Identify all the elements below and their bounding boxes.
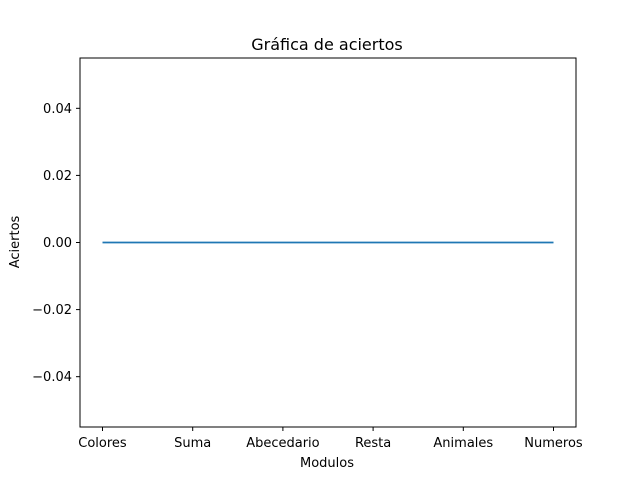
x-tick-label: Suma xyxy=(174,436,211,451)
x-tick-label: Resta xyxy=(355,436,391,451)
plot-area: −0.04 −0.02 0.00 0.02 0.04 Colores Suma Abeceda… xyxy=(32,57,583,451)
y-tick-label: 0.00 xyxy=(43,236,72,251)
y-tick-label: 0.02 xyxy=(43,169,72,184)
y-tick-label: −0.02 xyxy=(32,303,72,318)
x-axis-label: Modulos xyxy=(300,456,354,471)
y-tick-label: −0.04 xyxy=(32,370,72,385)
x-tick-label: Animales xyxy=(433,436,493,451)
y-tick-label: 0.04 xyxy=(43,102,72,117)
x-tick-label: Numeros xyxy=(524,436,583,451)
y-axis-label: Aciertos xyxy=(8,215,23,268)
x-tick-label: Colores xyxy=(78,436,127,451)
chart-title: Gráfica de aciertos xyxy=(251,35,403,54)
x-tick-label: Abecedario xyxy=(246,436,319,451)
